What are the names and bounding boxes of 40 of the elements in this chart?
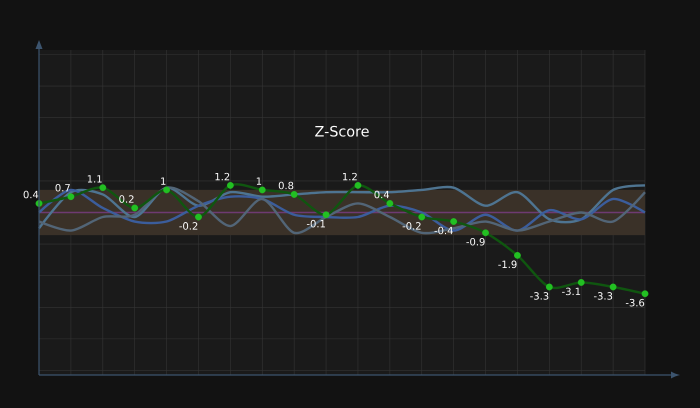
point bbox=[450, 218, 458, 225]
data-label: -3.3 bbox=[594, 292, 612, 300]
data-label: -0.1 bbox=[306, 220, 325, 228]
point bbox=[642, 290, 648, 298]
data-label: -0.2 bbox=[179, 222, 198, 230]
data-label: 0.8 bbox=[278, 182, 294, 190]
point bbox=[482, 229, 489, 236]
point bbox=[610, 284, 617, 290]
point bbox=[418, 214, 426, 220]
data-label: 1.1 bbox=[88, 175, 102, 182]
point bbox=[68, 193, 74, 200]
point bbox=[322, 211, 330, 218]
data-label: -3.6 bbox=[626, 298, 644, 306]
point bbox=[195, 214, 202, 220]
point bbox=[354, 182, 362, 189]
point bbox=[99, 184, 106, 192]
data-label: -3.1 bbox=[562, 288, 580, 296]
data-label: 0.4 bbox=[374, 190, 390, 198]
text: Z-Score bbox=[315, 126, 369, 137]
point bbox=[290, 191, 298, 198]
point bbox=[546, 284, 553, 290]
point bbox=[226, 182, 234, 189]
data-label: 0.4 bbox=[24, 190, 38, 198]
data-label: 0.7 bbox=[56, 184, 70, 192]
point bbox=[163, 186, 170, 194]
data-label: 1 bbox=[256, 177, 262, 185]
point bbox=[578, 279, 585, 286]
data-label: -1.9 bbox=[498, 260, 517, 268]
data-label: -0.4 bbox=[434, 226, 453, 234]
data-label: 1.2 bbox=[215, 172, 230, 180]
data-label: 1 bbox=[161, 177, 166, 185]
point bbox=[386, 200, 394, 207]
data-label: -0.9 bbox=[466, 238, 485, 246]
point bbox=[131, 204, 138, 212]
point bbox=[258, 186, 266, 194]
data-label: -0.2 bbox=[402, 222, 421, 230]
data-label: 1.2 bbox=[343, 172, 357, 180]
point bbox=[514, 252, 521, 259]
data-label: 0.2 bbox=[119, 195, 134, 203]
data-label: -3.3 bbox=[530, 292, 548, 300]
